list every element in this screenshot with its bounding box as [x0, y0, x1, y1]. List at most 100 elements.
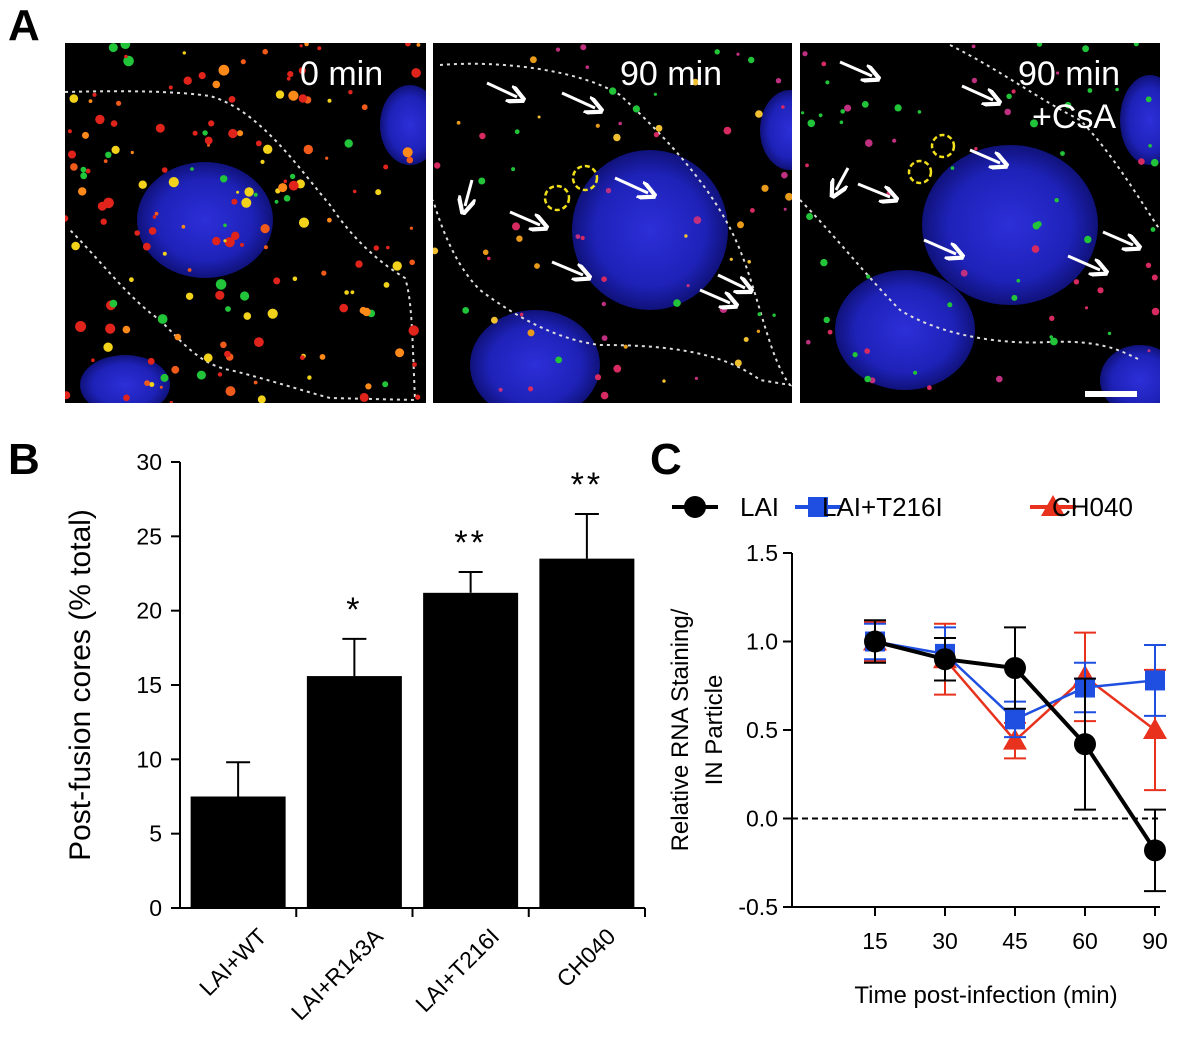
- particle-dot: [91, 358, 95, 363]
- x-tick-label: 60: [1072, 928, 1098, 954]
- particle-dot: [1151, 307, 1160, 316]
- particle-dot: [1145, 96, 1152, 103]
- particle-dot: [519, 312, 524, 317]
- particle-dot: [108, 43, 118, 53]
- particle-dot: [159, 385, 163, 389]
- particle-dot: [1056, 71, 1060, 75]
- particle-dot: [120, 43, 131, 49]
- particle-dot: [456, 120, 461, 125]
- particle-dot: [693, 216, 702, 225]
- particle-dot: [215, 279, 227, 290]
- particle-dot: [225, 306, 231, 312]
- scale-bar: [1085, 391, 1137, 397]
- bar: [423, 592, 519, 908]
- particle-dot: [303, 144, 313, 155]
- particle-dot: [355, 260, 363, 268]
- particle-dot: [144, 380, 151, 386]
- particle-dot: [65, 391, 71, 400]
- particle-dot: [100, 218, 107, 225]
- particle-dot: [1084, 235, 1092, 244]
- nucleus: [80, 355, 170, 403]
- particle-dot: [69, 94, 79, 103]
- particle-dot: [482, 249, 489, 256]
- cell-outline: [65, 90, 417, 402]
- particle-dot: [225, 386, 236, 397]
- particle-dot: [123, 394, 130, 402]
- particle-dot: [103, 159, 108, 164]
- particle-dot: [1133, 43, 1139, 47]
- particle-dot: [325, 156, 329, 160]
- nucleus: [572, 150, 728, 310]
- x-tick-label: LAI+T216I: [410, 923, 504, 1017]
- particle-dot: [88, 99, 93, 103]
- particle-dot: [298, 67, 306, 75]
- particle-dot: [147, 357, 155, 365]
- particle-dot: [274, 199, 279, 204]
- particle-dot: [253, 380, 258, 385]
- particle-dot: [181, 224, 186, 229]
- particle-dot: [223, 239, 227, 243]
- particle-dot: [673, 299, 681, 307]
- particle-dot: [289, 173, 296, 180]
- data-point: [1143, 718, 1167, 739]
- particle-dot: [298, 94, 307, 103]
- particle-dot: [823, 316, 830, 324]
- particle-dot: [192, 130, 198, 136]
- particle-dot: [409, 259, 416, 266]
- particle-dot: [196, 370, 206, 380]
- data-point: [1144, 839, 1166, 862]
- particle-dot: [375, 189, 382, 196]
- particle-dot: [1097, 287, 1104, 294]
- nucleus: [760, 90, 792, 170]
- particle-dot: [80, 172, 88, 180]
- particle-dot: [866, 274, 871, 279]
- particle-dot: [344, 290, 349, 295]
- x-tick-label: LAI+R143A: [286, 923, 388, 1025]
- particle-dot: [894, 104, 902, 112]
- image-label-sub: +CsA: [1032, 98, 1116, 136]
- particle-dot: [185, 292, 194, 300]
- particle-dot: [462, 307, 470, 314]
- particle-dot: [298, 217, 310, 228]
- image-label: 0 min: [300, 55, 383, 93]
- particle-dot: [806, 339, 811, 345]
- particle-dot: [70, 163, 78, 171]
- particle-dot: [1049, 315, 1055, 321]
- particle-dot: [802, 51, 808, 57]
- panel-a-letter: A: [8, 1, 40, 50]
- x-tick-label: CH040: [551, 923, 620, 992]
- particle-dot: [299, 44, 303, 48]
- particle-dot: [1064, 101, 1072, 109]
- particle-dot: [240, 291, 250, 301]
- particle-dot: [743, 337, 749, 342]
- nucleus: [1120, 75, 1160, 165]
- particle-dot: [275, 90, 285, 99]
- y-tick-label: 1.0: [746, 629, 778, 655]
- particle-dot: [168, 177, 179, 188]
- particle-dot: [775, 78, 782, 84]
- particle-dot: [827, 329, 833, 335]
- arrows: [465, 81, 745, 303]
- particle-dot: [409, 226, 413, 230]
- particle-dot: [1082, 45, 1089, 53]
- y-tick-label: 15: [136, 672, 162, 698]
- particle-dot: [974, 147, 978, 151]
- particle-dot: [187, 268, 192, 272]
- particle-dot: [75, 321, 87, 332]
- micrograph-90min-csa: 90 min +CsA: [800, 43, 1160, 403]
- particle-dot: [406, 156, 414, 164]
- particle-dot: [950, 166, 955, 170]
- particle-dot: [1148, 144, 1152, 148]
- data-point: [1003, 728, 1027, 750]
- particle-dot: [169, 400, 173, 403]
- particle-dot: [527, 329, 535, 337]
- particle-dot: [382, 381, 389, 388]
- particle-dot: [161, 167, 168, 173]
- particle-dot: [1073, 279, 1080, 285]
- legend-label: LAI+T216I: [822, 492, 943, 522]
- particle-dot: [263, 144, 273, 154]
- highlight-circle: [571, 164, 599, 192]
- particle-dot: [632, 105, 641, 113]
- image-label: 90 min: [620, 55, 722, 93]
- particle-dot: [479, 132, 486, 140]
